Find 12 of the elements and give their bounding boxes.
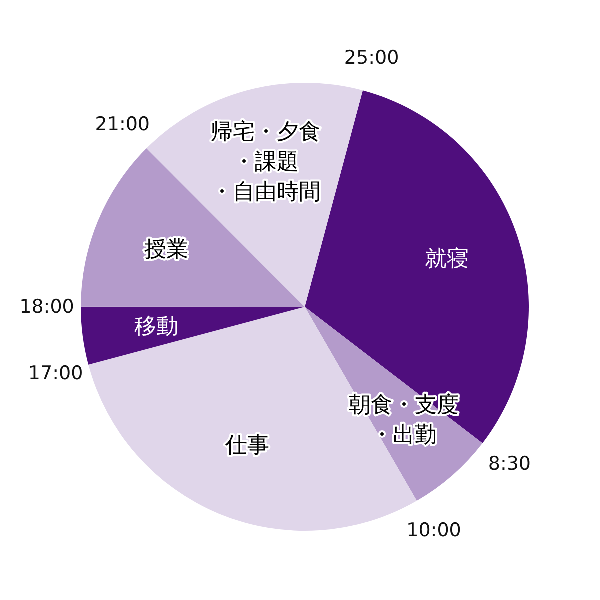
text: 21:00 (95, 113, 150, 136)
slice-label: 就寝 (425, 246, 470, 272)
text: 8:30 (488, 453, 532, 476)
slice-label: 授業 (144, 238, 188, 263)
slice-label: 仕事 (224, 434, 270, 459)
text: 18:00 (20, 296, 74, 318)
text: 17:00 (28, 362, 84, 385)
text: 25:00 (344, 46, 400, 69)
text: 10:00 (406, 519, 462, 542)
slice-label: 帰宅・夕食・課題・自由時間 (211, 120, 322, 206)
slice-label: 移動 (134, 314, 178, 340)
slice-label: 朝食・支度・出勤 (348, 392, 459, 448)
